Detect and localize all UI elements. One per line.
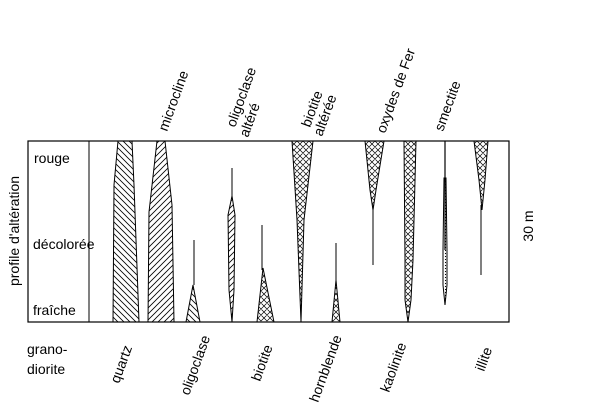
band-biotite-alteree bbox=[291, 140, 314, 323]
label-hornblende: hornblende bbox=[306, 333, 345, 405]
label-quartz: quartz bbox=[107, 343, 135, 385]
mineral-bands bbox=[112, 140, 489, 323]
y-axis-label: profile d'altération bbox=[6, 176, 22, 286]
rock-name-line1: grano- bbox=[27, 341, 68, 357]
band-kaolinite bbox=[403, 140, 417, 323]
band-biotite bbox=[256, 267, 275, 323]
band-smectite bbox=[442, 177, 448, 306]
label-microcline: microcline bbox=[155, 68, 192, 133]
label-illite: illite bbox=[472, 345, 495, 373]
band-hornblende bbox=[331, 279, 341, 323]
level-rouge: rouge bbox=[34, 150, 70, 166]
label-smectite: smectite bbox=[431, 78, 464, 133]
band-oligoclase-altere bbox=[227, 195, 236, 323]
level-decoloree: décolorée bbox=[33, 236, 95, 252]
label-kaolinite: kaolinite bbox=[377, 340, 410, 394]
band-oxydes-de-fer bbox=[364, 140, 385, 211]
scale-label: 30 m bbox=[520, 210, 536, 241]
band-microcline bbox=[147, 140, 175, 323]
level-fraiche: fraîche bbox=[33, 302, 76, 318]
label-oligoclase: oligoclase bbox=[177, 333, 213, 397]
band-illite bbox=[473, 140, 489, 211]
rock-name-line2: diorite bbox=[27, 361, 65, 377]
label-biotite: biotite bbox=[248, 342, 276, 383]
band-oligoclase bbox=[185, 284, 201, 323]
label-oxydes-de-fer: oxydes de Fer bbox=[373, 46, 418, 135]
band-quartz bbox=[112, 140, 140, 323]
